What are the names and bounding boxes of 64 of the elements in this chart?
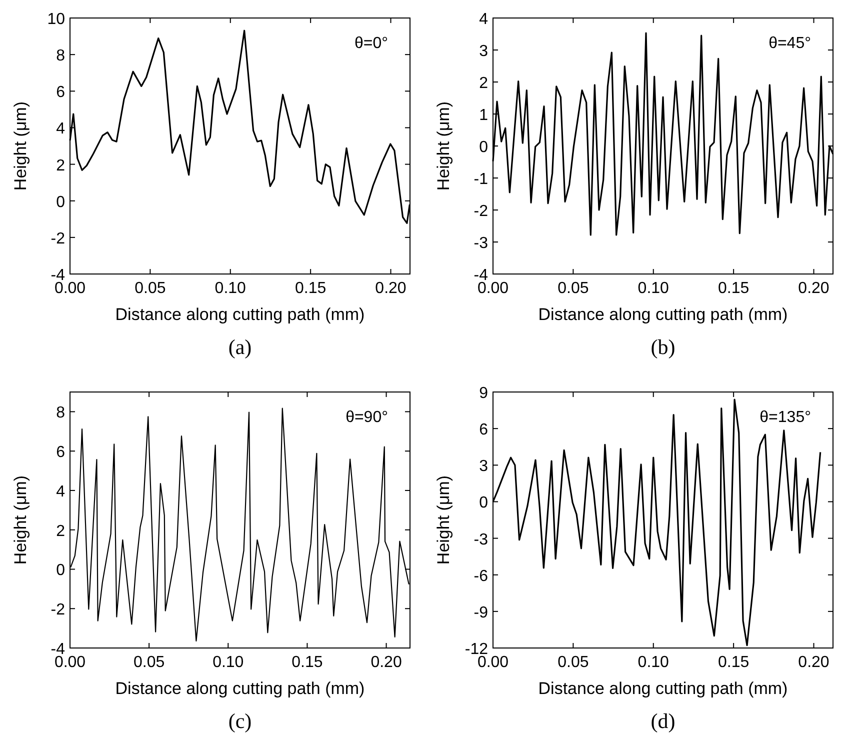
y-tick-label: -6	[474, 568, 488, 585]
y-tick-label: -2	[50, 602, 66, 619]
y-tick-label: -2	[50, 230, 66, 248]
y-tick-label: -2	[474, 203, 488, 220]
x-tick-label: 0.15	[718, 280, 750, 297]
annotation: θ=135°	[760, 409, 811, 426]
y-tick-label: 3	[479, 43, 488, 60]
x-tick-label: 0.10	[638, 654, 670, 671]
x-axis-title: Distance along cutting path (mm)	[538, 305, 788, 324]
y-axis-title: Height (μm)	[11, 475, 30, 565]
y-tick-label: 4	[56, 483, 66, 500]
x-tick-label: 0.10	[638, 280, 670, 297]
x-axis-title: Distance along cutting path (mm)	[115, 305, 365, 324]
y-tick-label: 10	[47, 11, 66, 28]
text: (b)	[650, 335, 676, 359]
y-tick-label: 0	[56, 194, 66, 211]
y-tick-label: 1	[479, 107, 488, 124]
y-tick-label: 6	[479, 422, 488, 439]
x-tick-label: 0.15	[292, 654, 323, 671]
y-tick-label: -3	[474, 235, 488, 252]
y-tick-label: 4	[479, 11, 488, 28]
x-tick-label: 0.05	[558, 654, 589, 671]
y-tick-label: 3	[479, 458, 488, 476]
x-tick-label: 0.15	[294, 280, 326, 297]
y-tick-label: 6	[56, 444, 66, 462]
y-tick-label: 0	[479, 139, 488, 156]
annotation: θ=90°	[346, 409, 388, 426]
x-tick-label: 0.05	[134, 654, 165, 671]
y-tick-label: 2	[56, 157, 66, 174]
y-tick-label: -9	[474, 604, 488, 622]
y-tick-label: 6	[56, 84, 66, 102]
x-tick-label: 0.05	[558, 280, 589, 297]
x-tick-label: 0.15	[718, 654, 750, 671]
y-tick-label: 4	[56, 120, 66, 138]
x-axis-title: Distance along cutting path (mm)	[538, 679, 788, 698]
x-tick-label: 0.10	[212, 654, 244, 671]
y-axis-title: Height (μm)	[434, 101, 453, 191]
x-tick-label: 0.00	[477, 280, 509, 297]
x-tick-label: 0.00	[54, 280, 86, 297]
x-tick-label: 0.10	[214, 280, 246, 297]
x-tick-label: 0.20	[798, 280, 830, 297]
y-tick-label: 2	[479, 75, 488, 92]
x-axis-title: Distance along cutting path (mm)	[115, 679, 365, 698]
x-tick-label: 0.00	[54, 654, 86, 671]
y-tick-label: 0	[56, 562, 66, 580]
y-tick-label: 0	[479, 494, 488, 512]
y-tick-label: -1	[474, 171, 488, 188]
y-tick-label: 8	[56, 404, 66, 422]
annotation: θ=45°	[768, 35, 811, 52]
text: (a)	[228, 335, 252, 359]
annotation: θ=0°	[354, 35, 388, 52]
y-axis-title: Height (μm)	[11, 101, 30, 191]
x-tick-label: 0.00	[477, 654, 509, 671]
x-tick-label: 0.05	[134, 280, 166, 297]
x-tick-label: 0.20	[375, 280, 406, 297]
y-axis-title: Height (μm)	[434, 475, 453, 565]
y-tick-label: 2	[56, 522, 66, 540]
text: (d)	[650, 709, 676, 733]
x-tick-label: 0.20	[370, 654, 402, 671]
y-tick-label: -3	[474, 531, 488, 548]
x-tick-label: 0.20	[798, 654, 830, 671]
text: (c)	[228, 709, 252, 733]
y-tick-label: 8	[56, 48, 66, 65]
y-tick-label: 9	[479, 385, 488, 402]
